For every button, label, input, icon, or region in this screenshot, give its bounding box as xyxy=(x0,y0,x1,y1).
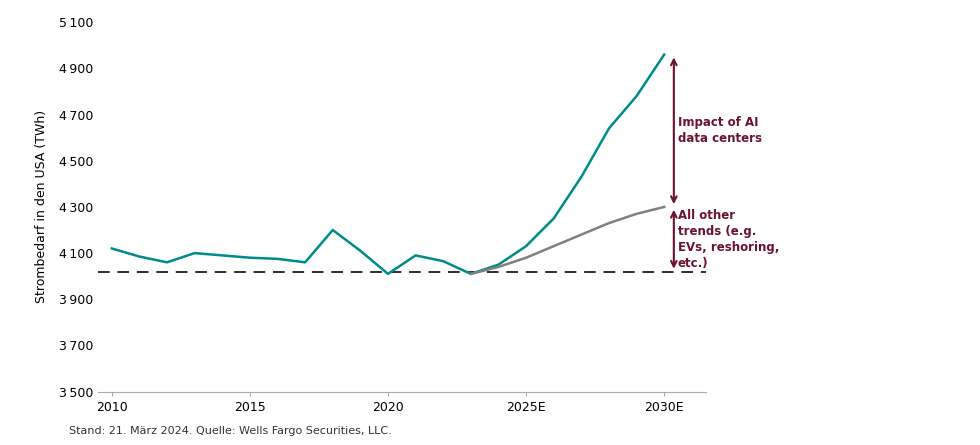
Text: Impact of AI
data centers: Impact of AI data centers xyxy=(678,116,762,145)
Y-axis label: Strombedarf in den USA (TWh): Strombedarf in den USA (TWh) xyxy=(34,110,48,303)
Text: All other
trends (e.g.
EVs, reshoring,
etc.): All other trends (e.g. EVs, reshoring, e… xyxy=(678,209,779,270)
Text: Stand: 21. März 2024. Quelle: Wells Fargo Securities, LLC.: Stand: 21. März 2024. Quelle: Wells Farg… xyxy=(69,426,391,436)
